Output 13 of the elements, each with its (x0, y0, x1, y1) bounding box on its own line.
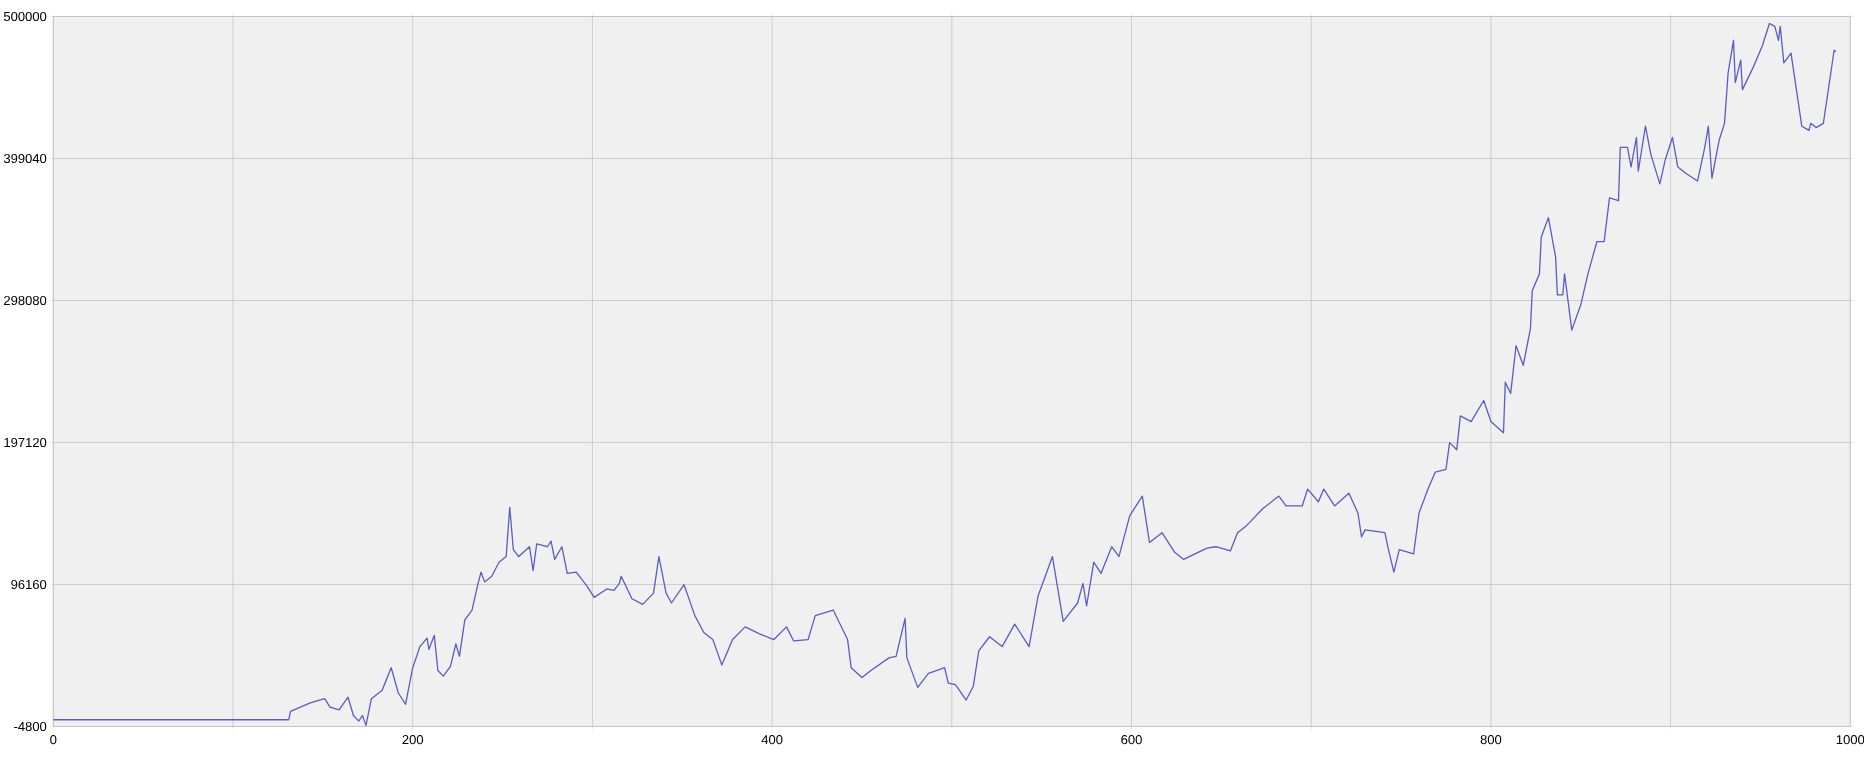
x-tick-label: 600 (1121, 735, 1142, 745)
y-tick-label: 197120 (4, 437, 47, 448)
x-tick-label: 400 (761, 735, 783, 745)
y-tick-label: 96160 (11, 579, 47, 590)
y-tick-label: -4800 (14, 721, 47, 732)
x-tick-label: 800 (1480, 735, 1502, 745)
x-tick-label: 1000 (1836, 735, 1864, 745)
y-tick-label: 399040 (3, 153, 47, 164)
x-tick-label: 0 (50, 735, 57, 745)
y-tick-label: 500000 (3, 11, 47, 22)
x-tick-label: 200 (402, 735, 424, 745)
line-series (53, 22, 1837, 727)
y-tick-label: 298080 (4, 295, 47, 306)
